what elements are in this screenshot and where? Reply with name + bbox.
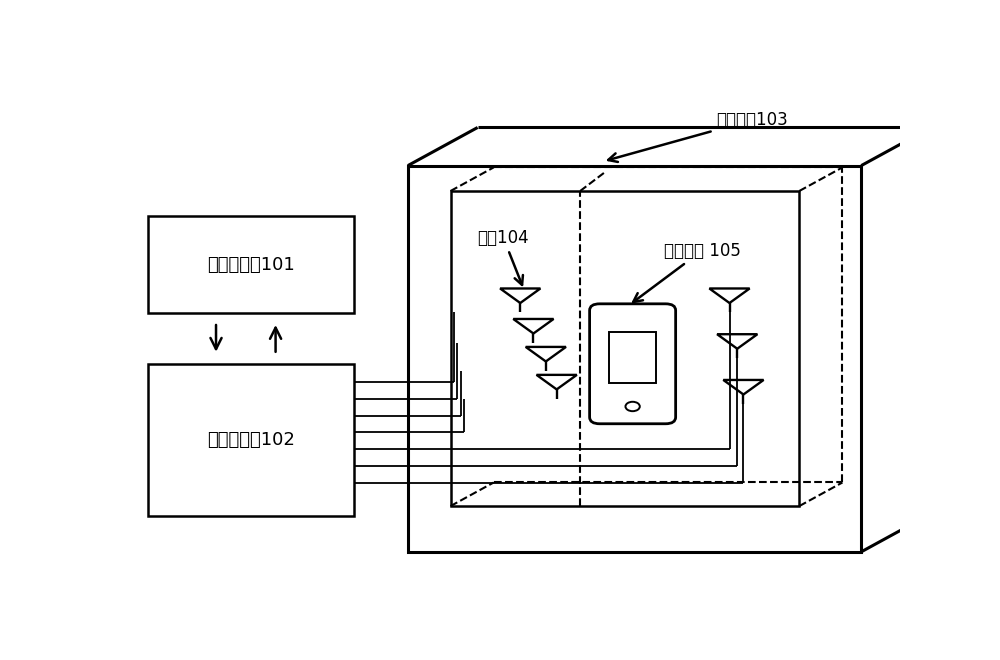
Bar bbox=[148, 216, 354, 313]
Text: 消声暗室103: 消声暗室103 bbox=[608, 111, 788, 162]
Text: 天线104: 天线104 bbox=[478, 229, 529, 285]
FancyBboxPatch shape bbox=[590, 304, 676, 424]
Text: 手机终端 105: 手机终端 105 bbox=[633, 242, 740, 302]
Bar bbox=[609, 332, 656, 383]
Bar bbox=[450, 191, 799, 506]
Bar bbox=[148, 364, 354, 516]
Bar bbox=[408, 166, 861, 552]
Text: 信道仿真仪102: 信道仿真仪102 bbox=[207, 431, 295, 449]
Text: 基站模拟器101: 基站模拟器101 bbox=[207, 255, 295, 274]
